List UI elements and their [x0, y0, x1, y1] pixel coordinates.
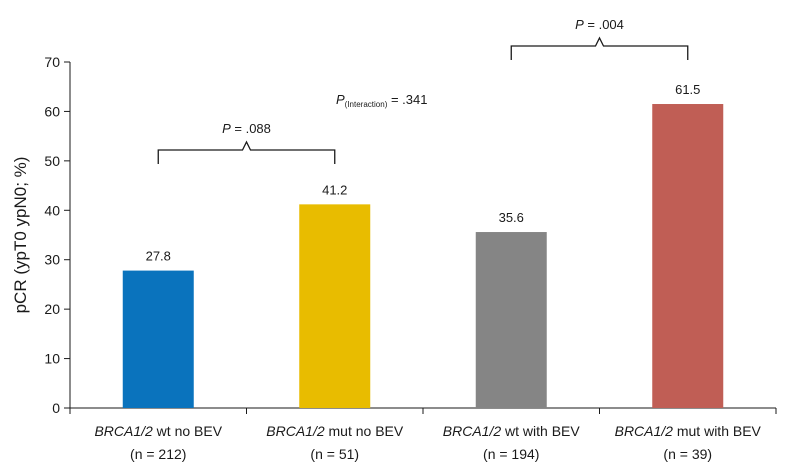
y-tick-label: 70	[44, 54, 60, 70]
significance-bracket	[510, 36, 689, 60]
p-interaction-value: = .341	[387, 92, 427, 107]
p-symbol: P	[222, 121, 231, 136]
category-n: (n = 212)	[130, 446, 186, 462]
category-n: (n = 194)	[483, 446, 539, 462]
y-axis-label-group: pCR (ypT0 ypN0; %)	[11, 157, 30, 314]
category-group: mut no BEV	[325, 423, 404, 439]
y-tick-label: 60	[44, 103, 60, 119]
category-group: wt with BEV	[501, 423, 580, 439]
p-interaction-annotation: P(Interaction) = .341	[336, 92, 427, 109]
category-label: BRCA1/2 wt no BEV	[94, 423, 222, 439]
category-gene: BRCA1/2	[443, 423, 502, 439]
data-label: 35.6	[499, 210, 524, 225]
category-label: BRCA1/2 wt with BEV	[443, 423, 581, 439]
category-group: mut with BEV	[673, 423, 762, 439]
category-n: (n = 39)	[663, 446, 712, 462]
p-symbol: P	[575, 17, 584, 32]
significance-bracket	[157, 140, 336, 164]
bar	[122, 270, 194, 408]
y-tick-label: 10	[44, 351, 60, 367]
p-interaction-p: P	[336, 92, 345, 107]
p-value: = .088	[231, 121, 271, 136]
p-value-label: P = .088	[222, 121, 271, 136]
data-label: 27.8	[146, 249, 171, 264]
y-tick-label: 20	[44, 301, 60, 317]
data-labels: 27.8 41.2 35.6 61.5	[146, 82, 701, 264]
category-gene: BRCA1/2	[615, 423, 674, 439]
x-ticks	[69, 408, 777, 414]
p-value: = .004	[584, 17, 624, 32]
y-tick-label: 0	[52, 400, 60, 416]
bar	[475, 232, 547, 408]
p-value-label: P = .004	[575, 17, 624, 32]
bars	[122, 104, 724, 408]
category-label: BRCA1/2 mut no BEV	[266, 423, 404, 439]
category-gene: BRCA1/2	[266, 423, 325, 439]
bar	[652, 104, 724, 408]
category-gene: BRCA1/2	[94, 423, 153, 439]
y-tick-label: 50	[44, 153, 60, 169]
y-axis-label: pCR (ypT0 ypN0; %)	[11, 157, 30, 314]
category-labels: BRCA1/2 wt no BEV (n = 212) BRCA1/2 mut no…	[94, 423, 761, 462]
data-label: 41.2	[322, 182, 347, 197]
category-label: BRCA1/2 mut with BEV	[615, 423, 762, 439]
y-ticks: 0 10 20 30 40 50 60 70	[44, 54, 70, 416]
bar	[299, 204, 371, 408]
category-group: wt no BEV	[153, 423, 223, 439]
data-label: 61.5	[675, 82, 700, 97]
category-n: (n = 51)	[310, 446, 359, 462]
p-interaction-subscript: (Interaction)	[345, 100, 388, 109]
y-tick-label: 30	[44, 252, 60, 268]
y-tick-label: 40	[44, 202, 60, 218]
